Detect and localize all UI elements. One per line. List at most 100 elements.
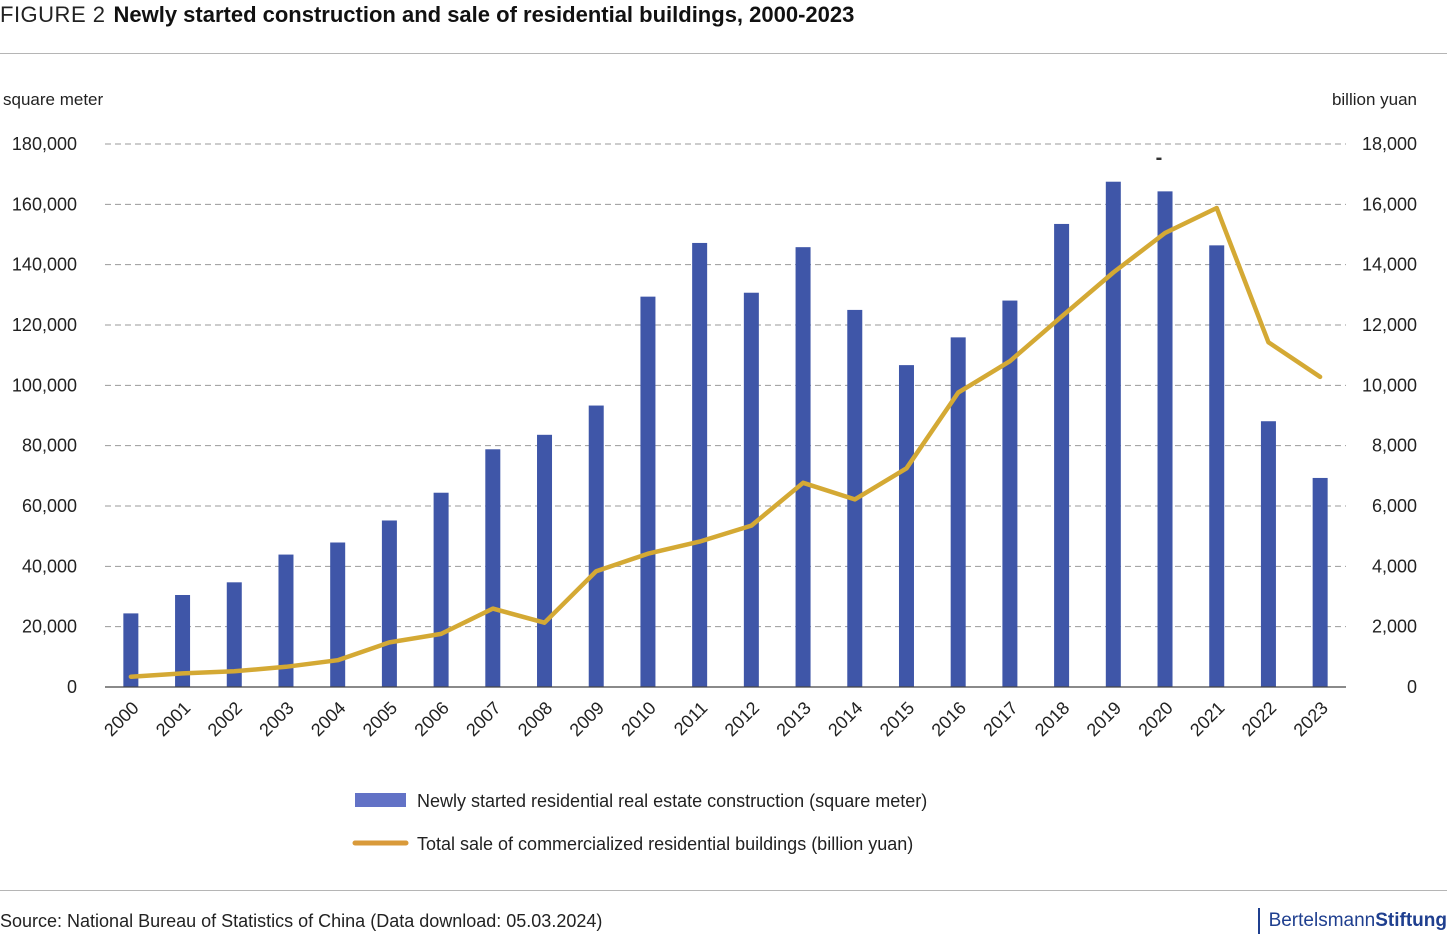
line-point: [1318, 375, 1322, 379]
line-point: [1266, 340, 1270, 344]
line-point: [1163, 231, 1167, 235]
bar: [898, 365, 914, 687]
line-point: [387, 640, 391, 644]
line-point: [1060, 315, 1064, 319]
y-axis-label-left: square meter: [3, 90, 103, 109]
bar: [433, 492, 449, 687]
bar: [278, 554, 294, 687]
figure-title: Newly started construction and sale of r…: [113, 2, 855, 27]
x-tick-label: 2001: [152, 698, 194, 740]
y-tick-label-left: 120,000: [12, 315, 77, 335]
chart: square meter billion yuan 0 20,000 40,000 60,…: [3, 90, 1417, 854]
y-tick-label-right: 0: [1407, 677, 1417, 697]
annotation-mark: -: [1156, 147, 1163, 169]
figure-header: FIGURE 2 Newly started construction and s…: [0, 2, 854, 32]
line-point: [904, 466, 908, 470]
legend-label-line: Total sale of commercialized residential…: [417, 834, 913, 854]
line-point: [336, 658, 340, 662]
line-point: [801, 481, 805, 485]
y-tick-label-left: 80,000: [22, 436, 77, 456]
bar: [226, 582, 242, 687]
x-tick-label: 2004: [307, 698, 349, 740]
x-tick-label: 2015: [876, 698, 918, 740]
x-tick-label: 2010: [617, 698, 659, 740]
bar: [485, 449, 501, 687]
x-tick-label: 2018: [1031, 698, 1073, 740]
x-tick-label: 2008: [514, 698, 556, 740]
x-tick-label: 2006: [410, 698, 452, 740]
y-tick-label-left: 60,000: [22, 496, 77, 516]
x-tick-label: 2016: [928, 698, 970, 740]
line-point: [232, 669, 236, 673]
source-note: Source: National Bureau of Statistics of…: [0, 911, 603, 931]
y-tick-label-right: 4,000: [1372, 556, 1417, 576]
bar: [1105, 181, 1121, 688]
x-tick-label: 2002: [204, 698, 246, 740]
y-tick-label-left: 0: [67, 677, 77, 697]
y-tick-label-left: 180,000: [12, 134, 77, 154]
bar: [1260, 421, 1276, 687]
bar: [1157, 191, 1173, 687]
x-tick-label: 2003: [255, 698, 297, 740]
bar: [330, 542, 346, 687]
legend-label-bars: Newly started residential real estate co…: [417, 791, 927, 811]
line-point: [129, 675, 133, 679]
line-point: [646, 552, 650, 556]
bar: [381, 520, 397, 687]
line-point: [956, 391, 960, 395]
bar: [1312, 477, 1328, 687]
x-tick-label: 2019: [1083, 698, 1125, 740]
bar: [1002, 300, 1018, 687]
bar: [175, 594, 191, 687]
sales-line: [128, 205, 1323, 679]
y-tick-label-left: 140,000: [12, 255, 77, 275]
line-point: [1215, 206, 1219, 210]
bar: [588, 405, 604, 687]
line-point: [181, 671, 185, 675]
line-point: [284, 665, 288, 669]
y-tick-label-right: 12,000: [1362, 315, 1417, 335]
header-rule: [0, 53, 1447, 54]
brand-logo: BertelsmannStiftung: [1257, 908, 1447, 934]
line-point: [749, 524, 753, 528]
x-tick-label: 2017: [979, 698, 1021, 740]
y-axis-label-right: billion yuan: [1332, 90, 1417, 109]
line-point: [1008, 359, 1012, 363]
line-point: [1111, 271, 1115, 275]
bar: [692, 242, 708, 688]
x-tick-label: 2007: [462, 698, 504, 740]
bar: [743, 292, 759, 687]
bar: [640, 296, 656, 687]
legend-swatch-bars: [355, 793, 406, 807]
x-tick-label: 2000: [100, 698, 142, 740]
bar: [795, 247, 811, 688]
bar: [537, 434, 553, 687]
y-tick-label-right: 10,000: [1362, 375, 1417, 395]
brand-name-right: Stiftung: [1375, 910, 1447, 931]
y-tick-label-right: 8,000: [1372, 436, 1417, 456]
footer-rule: [0, 890, 1447, 891]
figure-label: FIGURE 2: [0, 2, 106, 27]
x-tick-label: 2020: [1134, 698, 1176, 740]
x-tick-label: 2021: [1186, 698, 1228, 740]
line-point: [853, 497, 857, 501]
y-tick-label-right: 18,000: [1362, 134, 1417, 154]
line-point: [439, 632, 443, 636]
x-tick-label: 2009: [566, 698, 608, 740]
line-point: [543, 621, 547, 625]
bar: [1209, 245, 1225, 688]
y-tick-label-right: 2,000: [1372, 617, 1417, 637]
x-tick-label: 2011: [670, 698, 712, 740]
x-tick-label: 2005: [359, 698, 401, 740]
y-tick-label-left: 20,000: [22, 617, 77, 637]
brand-name-left: Bertelsmann: [1268, 910, 1376, 931]
y-tick-label-right: 6,000: [1372, 496, 1417, 516]
bar: [123, 613, 139, 687]
y-tick-label-left: 40,000: [22, 556, 77, 576]
x-tick-label: 2014: [824, 698, 866, 740]
x-tick-label: 2012: [721, 698, 763, 740]
bar: [950, 337, 966, 687]
y-tick-label-right: 16,000: [1362, 194, 1417, 214]
line-point: [491, 607, 495, 611]
y-tick-label-left: 160,000: [12, 194, 77, 214]
